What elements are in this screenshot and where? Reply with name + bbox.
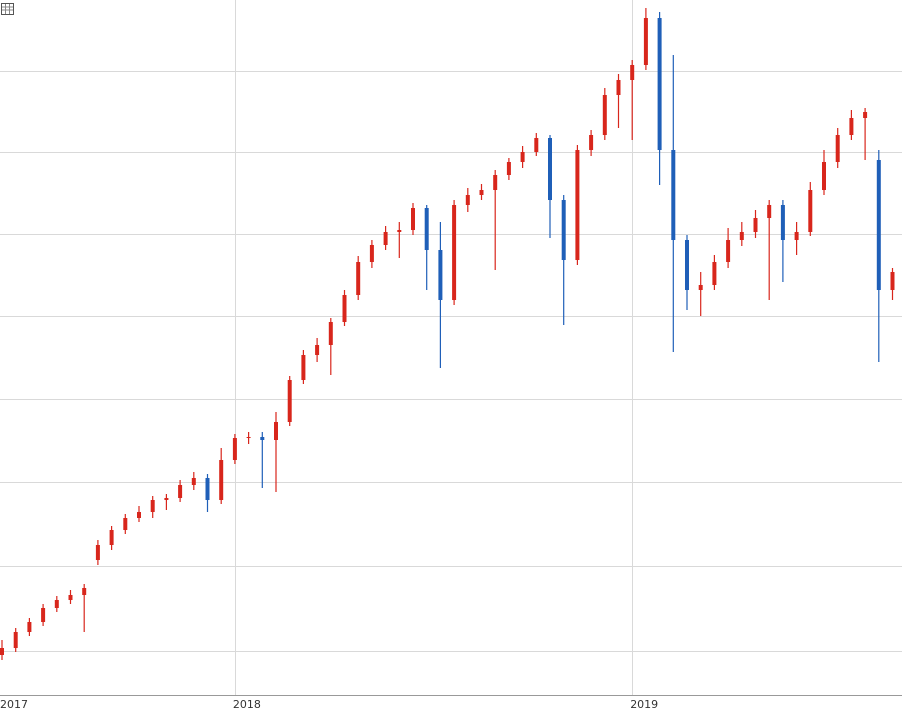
candle-body (876, 160, 881, 290)
candle-body (246, 437, 251, 438)
candle-body (561, 200, 566, 260)
candle-body (424, 208, 429, 250)
candle-body (137, 512, 141, 518)
candle-body (274, 422, 278, 440)
candle-body (150, 500, 155, 512)
candle-body (0, 648, 4, 655)
candle-body (411, 208, 415, 230)
candle-body (27, 622, 32, 632)
candle-body (383, 232, 388, 245)
candle-body (671, 150, 676, 240)
candle-body (548, 138, 552, 200)
candle-body (726, 240, 731, 262)
candle-body (369, 245, 374, 262)
candle-body (82, 588, 87, 595)
calendar-icon[interactable] (1, 3, 14, 15)
candle-body (13, 632, 18, 648)
candle-body (808, 190, 813, 232)
candle-body (328, 322, 333, 345)
candle-body (575, 150, 580, 260)
candle-body (301, 355, 306, 380)
candle-body (863, 112, 868, 118)
candle-body (698, 285, 703, 290)
candle-body (205, 478, 210, 500)
candle-body (232, 438, 237, 460)
candle-body (95, 545, 100, 560)
candle-body (534, 138, 539, 152)
candle-body (438, 250, 443, 300)
candle-body (657, 18, 662, 150)
candle-body (479, 190, 484, 195)
candle-body (602, 95, 607, 135)
candle-body (397, 230, 402, 232)
candle-body (643, 18, 648, 65)
candle-body (315, 345, 320, 355)
candle-body (835, 135, 840, 162)
candle-body (753, 218, 758, 232)
candle-body (191, 478, 196, 485)
candle-body (68, 595, 73, 600)
candle-body (685, 240, 689, 290)
candle-body (630, 65, 635, 80)
candle-body (178, 485, 183, 498)
candle-body (767, 205, 772, 218)
x-tick-label: 2019 (630, 698, 658, 711)
candle-body (822, 162, 826, 190)
candle-body (849, 118, 854, 135)
candle-body (123, 518, 128, 530)
candle-body (164, 498, 169, 500)
x-tick-label: 2017 (0, 698, 28, 711)
candle-body (616, 80, 621, 95)
candle-body (739, 232, 744, 240)
candle-body (712, 262, 717, 285)
candle-body (219, 460, 224, 500)
candle-body (589, 135, 594, 150)
candle-body (41, 608, 46, 622)
candle-body (342, 295, 347, 322)
x-tick-label: 2018 (233, 698, 261, 711)
grid (0, 0, 902, 695)
candle-body (356, 262, 361, 295)
candle-body (506, 162, 511, 175)
candle-body (54, 600, 59, 608)
candle-body (520, 152, 525, 162)
candle-body (260, 437, 265, 440)
candle-body (287, 380, 292, 422)
candle-body (780, 205, 785, 240)
candle-body (794, 232, 799, 240)
candle-body (465, 195, 470, 205)
candle-body (109, 530, 114, 545)
candle-body (890, 272, 895, 290)
candle-body (452, 205, 457, 300)
candle-body (493, 175, 498, 190)
